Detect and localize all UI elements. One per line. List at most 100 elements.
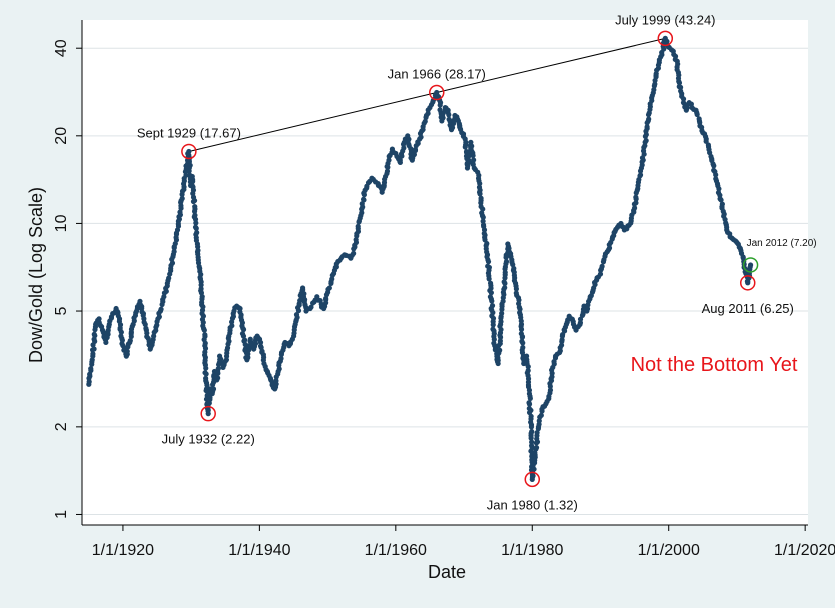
data-point	[293, 312, 300, 318]
data-point	[547, 387, 554, 393]
data-point	[179, 195, 185, 202]
data-point	[351, 250, 357, 256]
data-point	[477, 191, 483, 197]
data-point	[651, 87, 657, 93]
highlight-marker	[657, 30, 674, 47]
y-tick-label: 1	[53, 510, 70, 519]
data-point	[711, 163, 717, 169]
data-point	[718, 197, 724, 203]
data-point	[422, 118, 428, 125]
data-point	[528, 424, 535, 430]
highlight-marker	[739, 275, 756, 291]
data-point	[411, 151, 417, 158]
highlight-label: Aug 2011 (6.25)	[702, 301, 794, 316]
data-point	[151, 333, 157, 339]
highlight-marker	[200, 405, 216, 422]
data-point	[488, 290, 494, 296]
data-point	[503, 258, 510, 265]
data-point	[127, 337, 133, 344]
data-point	[198, 282, 204, 288]
not-the-bottom-yet-annotation: Not the Bottom Yet	[631, 354, 798, 376]
data-point	[171, 249, 177, 255]
data-point	[257, 339, 264, 346]
data-point	[584, 306, 591, 312]
data-point	[142, 321, 148, 328]
y-tick-label: 10	[53, 214, 70, 232]
data-point	[559, 337, 565, 343]
data-point	[490, 322, 496, 328]
data-point	[495, 355, 501, 361]
data-point	[465, 157, 472, 163]
data-point	[397, 157, 403, 163]
data-point	[528, 435, 534, 441]
plot-area	[82, 20, 808, 525]
data-point	[485, 259, 492, 265]
data-point	[470, 152, 476, 159]
data-point	[215, 366, 221, 372]
data-point	[462, 144, 468, 150]
data-point	[437, 102, 443, 108]
data-point	[713, 172, 719, 178]
data-point	[449, 124, 456, 131]
highlight-label: Jan 1966 (28.17)	[388, 67, 486, 82]
data-point	[355, 223, 361, 229]
data-point	[166, 275, 172, 281]
data-point	[191, 208, 198, 214]
data-point	[359, 210, 365, 216]
data-point	[633, 200, 639, 206]
x-tick-label: 1/1/1980	[501, 542, 563, 559]
data-point	[492, 347, 498, 353]
data-point	[486, 276, 492, 282]
data-point	[204, 382, 210, 388]
highlight-markers: Sept 1929 (17.67) July 1932 (2.22) Jan 196…	[137, 12, 817, 512]
data-point	[124, 348, 130, 354]
data-point	[513, 286, 519, 292]
data-point	[644, 124, 650, 130]
data-point	[676, 80, 683, 86]
data-point	[186, 148, 192, 155]
data-point	[527, 395, 533, 401]
data-point	[278, 355, 284, 362]
data-point	[632, 205, 638, 211]
data-point	[186, 168, 192, 174]
data-point	[526, 401, 533, 407]
data-point	[273, 378, 279, 384]
data-point	[533, 445, 540, 451]
data-points	[86, 35, 754, 482]
data-point	[240, 333, 247, 339]
data-point	[203, 365, 209, 371]
data-point	[326, 285, 332, 291]
data-point	[386, 157, 392, 163]
data-point	[538, 412, 544, 418]
x-tick-label: 1/1/2000	[638, 542, 700, 559]
data-point	[446, 112, 452, 118]
x-tick-label: 1/1/1960	[365, 542, 427, 559]
data-point	[401, 145, 407, 151]
data-point	[88, 365, 94, 372]
data-point	[353, 237, 359, 243]
data-point	[536, 418, 542, 424]
data-point	[680, 96, 687, 102]
data-point	[201, 327, 207, 333]
data-point	[384, 168, 391, 174]
highlight-marker	[524, 471, 541, 488]
data-point	[520, 340, 526, 346]
y-tick-label: 40	[53, 39, 70, 57]
data-point	[158, 306, 164, 312]
data-point	[747, 262, 754, 268]
data-point	[501, 279, 507, 285]
highlight-label: July 1932 (2.22)	[162, 432, 255, 447]
data-point	[716, 186, 722, 192]
data-point	[91, 331, 97, 337]
x-tick-label: 1/1/2020	[774, 542, 835, 559]
current-point-label: Jan 2012 (7.20)	[747, 238, 817, 249]
y-tick-label: 2	[53, 422, 70, 431]
x-tick-label: 1/1/1940	[228, 542, 290, 559]
data-point	[308, 304, 314, 310]
data-point	[677, 84, 684, 90]
data-point	[360, 196, 367, 202]
data-point	[597, 271, 604, 277]
data-point	[224, 345, 231, 351]
data-point	[210, 386, 217, 392]
